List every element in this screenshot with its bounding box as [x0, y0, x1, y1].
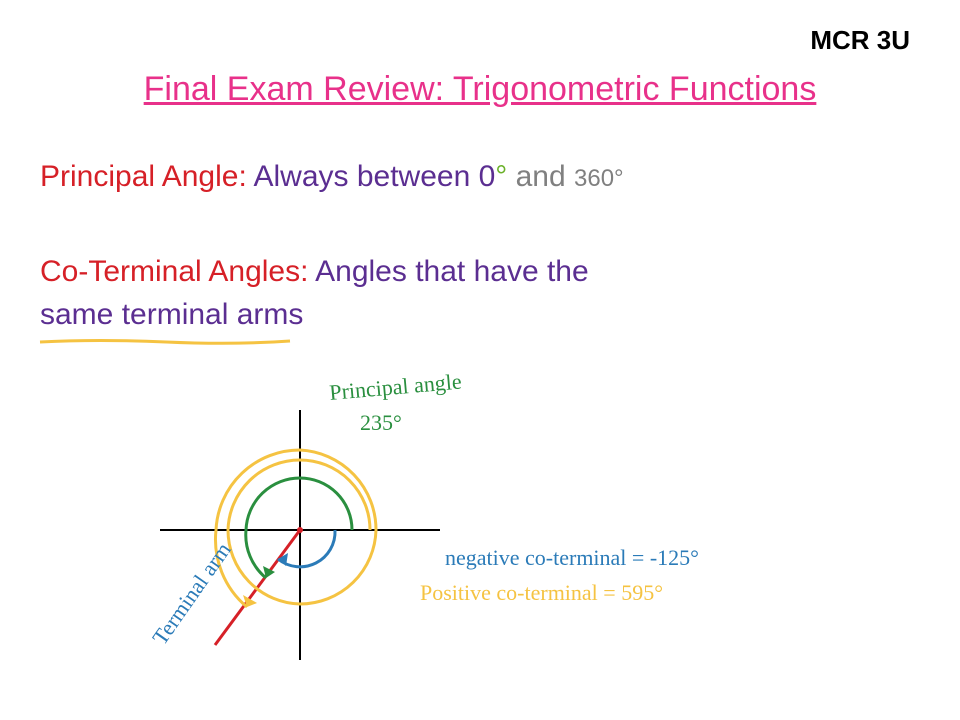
principal-angle-def: Principal Angle: Always between 0° and 3… [40, 160, 624, 194]
principal-label-2: 235° [360, 410, 402, 435]
hand-underline [38, 338, 293, 346]
page-title: Final Exam Review: Trigonometric Functio… [0, 70, 960, 109]
coterminal-text-b: same terminal arms [40, 298, 303, 331]
principal-label: Principal Angle: [40, 160, 247, 193]
angle-diagram: Principal angle 235° negative co-termina… [120, 370, 840, 690]
coterminal-label: Co-Terminal Angles: [40, 255, 308, 288]
deg0-sup: ° [495, 160, 507, 193]
and-text: and [507, 160, 574, 193]
underline-path [40, 341, 290, 344]
principal-text-a: Always between 0 [247, 160, 495, 193]
page: MCR 3U Final Exam Review: Trigonometric … [0, 0, 960, 720]
coterminal-def-1: Co-Terminal Angles: Angles that have the [40, 255, 589, 289]
title-text: Final Exam Review: Trigonometric Functio… [144, 70, 817, 108]
neg-coterminal-label: negative co-terminal = -125° [445, 545, 699, 570]
origin-dot [297, 527, 303, 533]
coterminal-def-2: same terminal arms [40, 298, 303, 332]
pos-coterminal-label: Positive co-terminal = 595° [420, 580, 663, 605]
course-code: MCR 3U [810, 25, 910, 56]
principal-label-1: Principal angle [328, 370, 462, 405]
coterminal-text-a: Angles that have the [308, 255, 588, 288]
deg360: 360° [574, 165, 624, 192]
